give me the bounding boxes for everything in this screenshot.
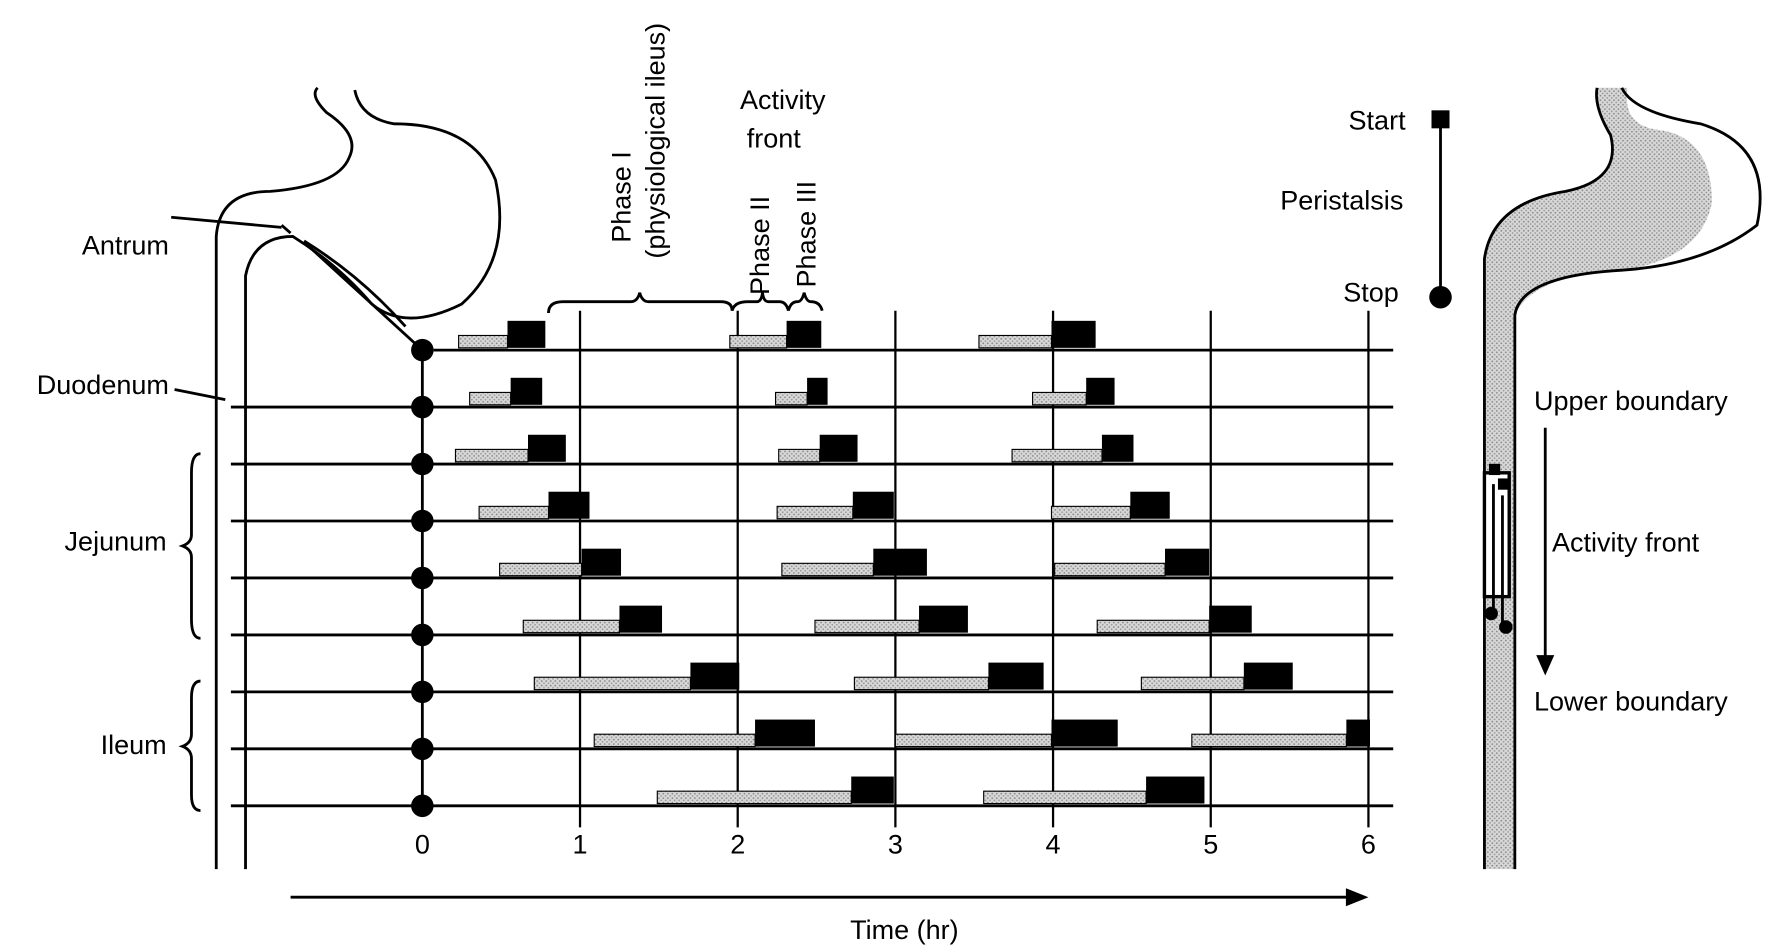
row-dot <box>411 452 434 476</box>
stop-marker <box>1429 285 1452 309</box>
right-label: Lower boundary <box>1534 686 1728 716</box>
phase2-bar <box>478 505 550 520</box>
phase3-bar <box>507 320 546 348</box>
phase2-bar <box>814 619 920 634</box>
right-label: Activity front <box>1552 528 1700 558</box>
row-dot <box>411 395 434 419</box>
region-label: Duodenum <box>37 370 169 400</box>
phase2-bar <box>1050 505 1131 520</box>
phase-label: Phase III <box>791 181 821 288</box>
phase2-bar <box>983 790 1147 805</box>
phase3-bar <box>807 377 828 405</box>
phase2-bar <box>1191 733 1347 748</box>
x-tick-label: 0 <box>415 829 430 859</box>
x-tick-label: 4 <box>1046 829 1061 859</box>
phase3-bar <box>619 605 663 633</box>
phase3-bar <box>510 377 543 405</box>
phase-label: Phase II <box>745 196 775 295</box>
row-dot <box>411 623 434 647</box>
phase2-bar <box>729 334 788 349</box>
phase3-bar <box>852 491 894 519</box>
phase3-bar <box>1101 434 1134 462</box>
phase-label: Activity <box>740 85 826 115</box>
phase2-bar <box>978 334 1053 349</box>
right-label: Upper boundary <box>1534 386 1728 416</box>
phase3-bar <box>1051 719 1118 747</box>
phase3-bar <box>1146 776 1205 804</box>
phase3-bar <box>1130 491 1170 519</box>
phase2-bar <box>522 619 621 634</box>
phase2-bar <box>656 790 852 805</box>
phase2-bar <box>593 733 756 748</box>
phase2-bar <box>458 334 509 349</box>
start-marker <box>1431 110 1450 129</box>
phase3-bar <box>690 662 740 690</box>
phase1-bracket <box>547 292 734 314</box>
phase2-bar <box>853 676 989 691</box>
legend-label: Peristalsis <box>1280 185 1403 215</box>
phase3-bar <box>1165 548 1210 576</box>
phase2-bar <box>1140 676 1245 691</box>
row-dot <box>411 566 434 590</box>
phase3-bar <box>1209 605 1252 633</box>
phase3-bar <box>527 434 566 462</box>
legend-label: Stop <box>1343 278 1399 308</box>
x-tick-label: 6 <box>1361 829 1376 859</box>
x-axis-label: Time (hr) <box>850 915 959 945</box>
phase2-bar <box>1096 619 1210 634</box>
phase3-bar <box>786 320 822 348</box>
phase2-bar <box>778 448 821 463</box>
phase2-bar <box>894 733 1053 748</box>
phase2-bar <box>1054 562 1166 577</box>
jejunum-bracket <box>178 452 201 640</box>
row-dot <box>411 509 434 533</box>
ileum-bracket <box>178 679 201 812</box>
phase-label: Phase I <box>607 151 637 243</box>
phase3-bar <box>1051 320 1096 348</box>
connector <box>303 240 424 352</box>
phase2-bar <box>776 505 854 520</box>
legend-label: Start <box>1349 105 1407 135</box>
phase3-bar <box>581 548 622 576</box>
phase3-bar <box>988 662 1044 690</box>
front-arrow-head <box>1536 655 1555 676</box>
x-tick-label: 1 <box>573 829 588 859</box>
phase3-bar <box>1346 719 1371 747</box>
row-dot <box>411 338 434 362</box>
phase3-bar <box>851 776 894 804</box>
row-dot <box>411 794 434 818</box>
phase3-bar <box>1086 377 1115 405</box>
phase-label: front <box>747 123 802 153</box>
phase3-bar <box>1243 662 1293 690</box>
phase2-bar <box>499 562 583 577</box>
region-label: Ileum <box>101 730 167 760</box>
region-label: Antrum <box>82 230 169 260</box>
phase-label: (physiological ileus) <box>640 23 670 259</box>
phase3-bar <box>755 719 815 747</box>
x-tick-label: 5 <box>1203 829 1218 859</box>
stomach-right <box>1482 87 1762 870</box>
row-dot <box>411 680 434 704</box>
phase2-bar <box>1011 448 1103 463</box>
phase2-bar <box>533 676 691 691</box>
phase2-bar <box>774 391 808 406</box>
phase3-bar <box>819 434 858 462</box>
region-label: Jejunum <box>65 526 167 556</box>
phase3-bar <box>919 605 968 633</box>
time-arrow-head <box>1345 888 1369 907</box>
row-dot <box>411 737 434 761</box>
phase2-bar <box>469 391 512 406</box>
x-tick-label: 2 <box>730 829 745 859</box>
phase2-bar <box>454 448 529 463</box>
phase3-bar <box>548 491 590 519</box>
phase3-bracket <box>787 292 824 312</box>
x-tick-label: 3 <box>888 829 903 859</box>
phase2-bar <box>1032 391 1087 406</box>
phase3-bar <box>873 548 927 576</box>
phase2-bar <box>781 562 874 577</box>
phase2-bracket <box>730 292 790 312</box>
stomach-left <box>171 86 502 870</box>
